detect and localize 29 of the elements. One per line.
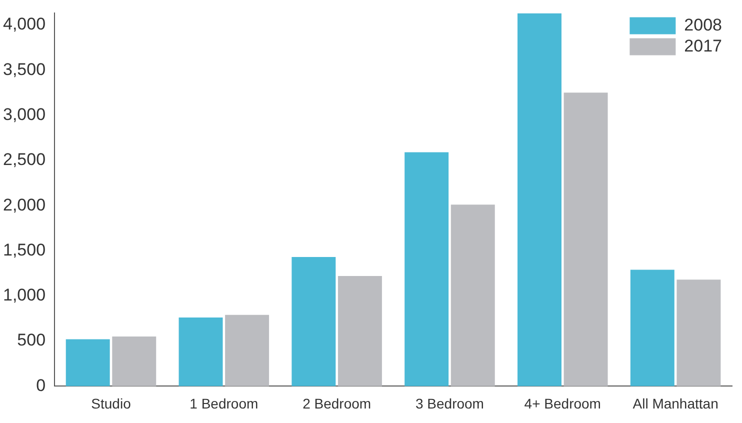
bar [292, 257, 336, 386]
bar [518, 13, 562, 386]
y-tick-label: 2,500 [2, 150, 46, 170]
bar [112, 336, 156, 386]
y-tick-label: 4,000 [2, 14, 46, 34]
bar [178, 318, 223, 386]
legend-label: 2008 [684, 15, 722, 34]
y-tick-label: 500 [17, 330, 46, 350]
y-tick-label: 1,500 [2, 240, 46, 260]
x-tick-label: 1 Bedroom [190, 395, 258, 412]
bar [66, 339, 110, 386]
x-tick-label: Studio [91, 395, 132, 412]
bar [630, 270, 674, 386]
x-tick-label: All Manhattan [632, 395, 718, 412]
bar [404, 152, 449, 386]
x-tick-label: 4+ Bedroom [524, 395, 601, 412]
y-tick-label: 3,500 [2, 60, 46, 79]
x-tick-label: 2 Bedroom [302, 395, 372, 412]
bar [676, 280, 721, 386]
legend-label: 2017 [684, 36, 722, 56]
bar [450, 204, 495, 386]
y-tick-label: 0 [36, 376, 46, 395]
bar [225, 314, 270, 386]
y-tick-label: 1,000 [2, 286, 46, 305]
bar [338, 276, 382, 386]
y-tick-label: 3,000 [2, 104, 46, 124]
x-tick-label: 3 Bedroom [415, 395, 484, 412]
bar [564, 92, 608, 386]
y-tick-label: 2,000 [2, 195, 46, 214]
